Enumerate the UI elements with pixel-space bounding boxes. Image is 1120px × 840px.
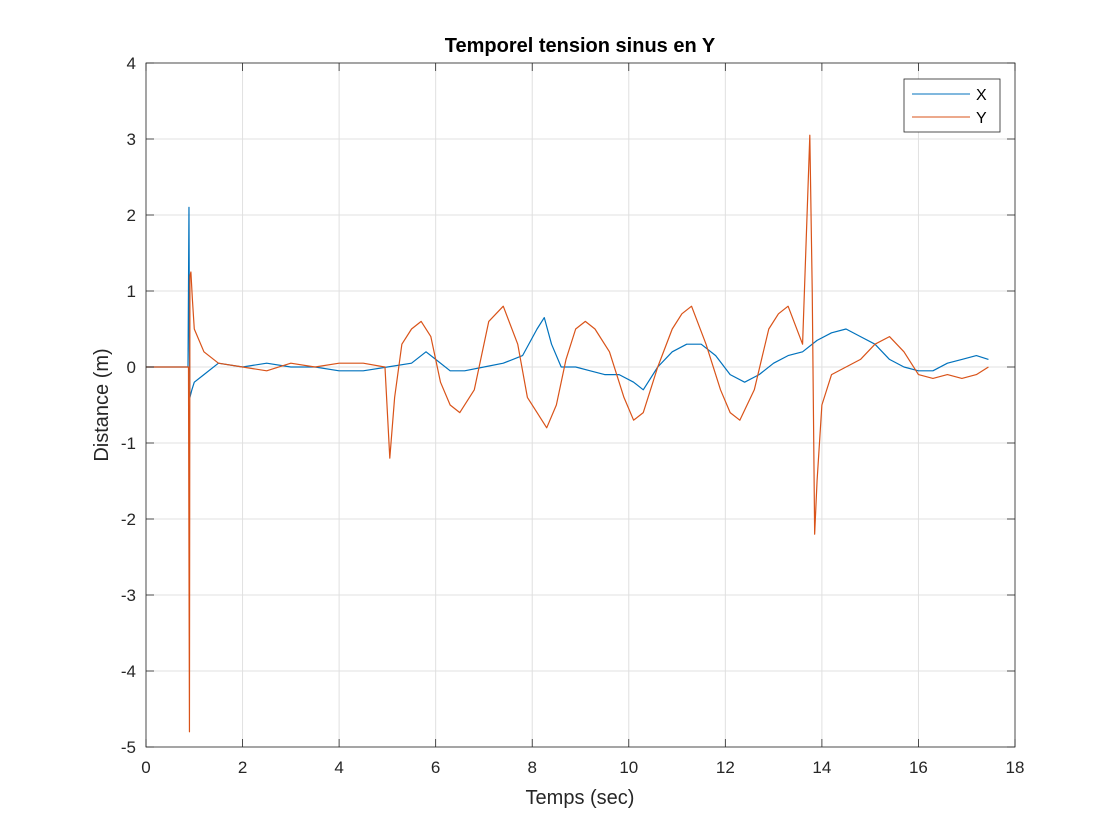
x-tick-label: 10 — [619, 758, 638, 777]
legend-label-y: Y — [976, 110, 987, 127]
x-tick-label: 12 — [716, 758, 735, 777]
series-line-x — [146, 206, 989, 398]
legend: X Y — [903, 78, 1001, 133]
x-tick-label: 2 — [238, 758, 247, 777]
y-axis-label: Distance (m) — [91, 348, 113, 461]
y-tick-label: 2 — [127, 206, 136, 225]
y-tick-label: 0 — [127, 358, 136, 377]
plot-background — [146, 63, 1015, 747]
x-tick-label: 16 — [909, 758, 928, 777]
y-tick-label: 1 — [127, 282, 136, 301]
chart-title: Temporel tension sinus en Y — [445, 35, 716, 57]
y-tick-label: -1 — [121, 434, 136, 453]
tick-marks — [145, 62, 1016, 748]
y-tick-labels: -5 -4 -3 -2 -1 0 1 2 3 4 — [121, 54, 136, 757]
x-tick-label: 0 — [141, 758, 150, 777]
y-tick-label: -4 — [121, 662, 136, 681]
x-axis-label: Temps (sec) — [526, 787, 635, 809]
legend-box — [903, 78, 1001, 133]
legend-label-x: X — [976, 87, 987, 104]
x-tick-label: 8 — [527, 758, 536, 777]
y-tick-label: -5 — [121, 738, 136, 757]
series-layer — [146, 134, 989, 733]
y-tick-label: 3 — [127, 130, 136, 149]
y-tick-label: -3 — [121, 586, 136, 605]
y-tick-label: 4 — [127, 54, 136, 73]
x-tick-label: 6 — [431, 758, 440, 777]
series-line-y — [146, 134, 989, 733]
x-tick-label: 14 — [812, 758, 831, 777]
x-tick-label: 4 — [334, 758, 343, 777]
plot-box — [145, 62, 1016, 748]
x-tick-label: 18 — [1006, 758, 1025, 777]
x-tick-labels: 0 2 4 6 8 10 12 14 16 18 — [141, 758, 1024, 777]
y-tick-label: -2 — [121, 510, 136, 529]
